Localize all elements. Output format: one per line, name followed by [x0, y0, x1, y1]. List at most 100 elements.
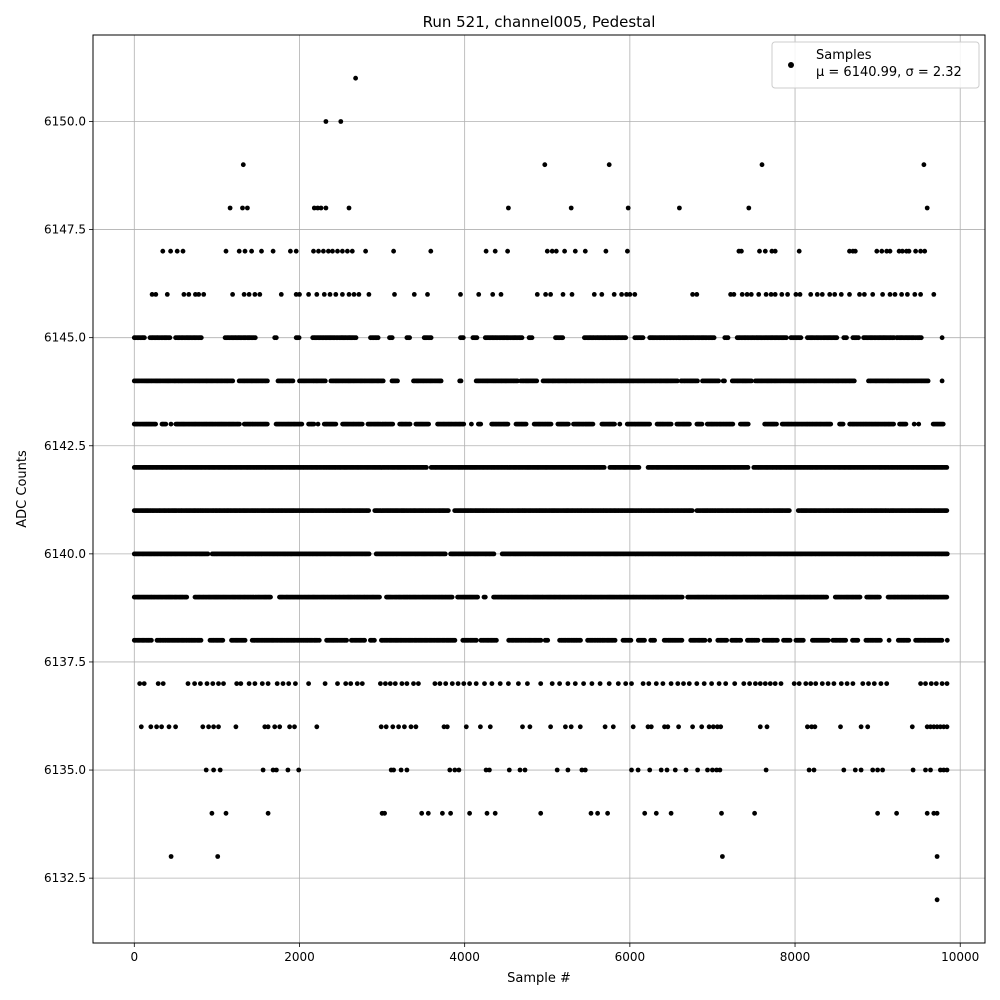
data-point [297, 292, 302, 297]
data-point [315, 421, 321, 427]
data-point [523, 421, 529, 427]
legend-marker [788, 62, 794, 68]
data-point [438, 378, 444, 384]
data-point [186, 292, 192, 297]
data-point [148, 724, 154, 730]
data-point [590, 421, 596, 427]
data-point [629, 767, 634, 773]
data-point [487, 767, 492, 773]
data-point [627, 292, 633, 297]
data-point [812, 724, 818, 730]
data-point [167, 335, 173, 341]
data-point [763, 292, 769, 297]
data-point [778, 681, 784, 686]
data-point [730, 421, 736, 427]
data-point [445, 508, 451, 513]
data-point [326, 248, 331, 254]
data-point [515, 378, 520, 384]
data-point [694, 681, 700, 686]
data-point [497, 681, 503, 686]
data-point [814, 292, 820, 297]
data-point [710, 724, 716, 730]
data-point [632, 292, 638, 297]
data-point [314, 292, 320, 297]
data-point [383, 681, 388, 686]
data-point [442, 551, 448, 557]
data-point [745, 421, 751, 427]
data-point [351, 292, 357, 297]
data-point [278, 292, 284, 297]
data-point [653, 681, 659, 686]
data-point [625, 205, 631, 211]
data-point [155, 681, 161, 686]
data-point [184, 594, 190, 600]
data-point [323, 119, 329, 124]
data-point [348, 681, 354, 686]
data-point [640, 335, 646, 341]
data-point [879, 248, 885, 254]
data-point [858, 767, 864, 773]
data-point [192, 681, 198, 686]
data-point [483, 248, 489, 254]
data-point [877, 594, 882, 600]
data-point [722, 378, 727, 384]
data-point [185, 681, 191, 686]
data-point [706, 724, 712, 730]
legend-box [771, 41, 980, 89]
data-point [834, 335, 840, 341]
data-point [424, 465, 429, 470]
data-point [166, 724, 172, 730]
data-point [928, 724, 933, 730]
data-point [335, 248, 340, 254]
data-point [492, 248, 498, 254]
data-point [407, 335, 412, 341]
data-point [482, 681, 487, 686]
data-point [772, 681, 778, 686]
data-point [517, 767, 523, 773]
data-point [709, 681, 714, 686]
data-point [292, 724, 297, 730]
data-point [911, 421, 917, 427]
data-point [390, 724, 396, 730]
data-point [299, 421, 305, 427]
data-point [280, 681, 286, 686]
data-point [582, 767, 588, 773]
data-point [825, 681, 831, 686]
data-point [944, 508, 950, 513]
data-point [931, 724, 937, 730]
data-point [918, 335, 924, 341]
data-point [311, 248, 316, 254]
data-point [568, 205, 574, 211]
data-point [490, 292, 496, 297]
data-point [679, 594, 685, 600]
data-point [806, 767, 812, 773]
data-point [856, 335, 861, 341]
data-point [516, 681, 521, 686]
data-point [538, 681, 544, 686]
data-point [353, 75, 358, 81]
data-point [216, 724, 221, 730]
data-point [924, 205, 930, 211]
data-point [506, 681, 511, 686]
data-point [668, 681, 674, 686]
data-point [572, 681, 578, 686]
data-point [217, 767, 223, 773]
data-point [181, 292, 187, 297]
data-point [569, 292, 575, 297]
data-point [458, 292, 463, 297]
data-point [237, 421, 242, 427]
data-point [581, 681, 586, 686]
data-point [230, 378, 236, 384]
data-point [293, 248, 299, 254]
data-point [827, 292, 833, 297]
y-axis-label: ADC Counts [15, 450, 30, 528]
data-point [690, 292, 695, 297]
legend: Samples μ = 6140.99, σ = 2.32 [771, 41, 980, 89]
data-point [395, 378, 400, 384]
data-point [749, 378, 754, 384]
data-point [484, 810, 490, 816]
data-point [921, 162, 927, 168]
data-point [322, 378, 328, 384]
data-point [925, 378, 931, 384]
data-point [474, 637, 479, 643]
